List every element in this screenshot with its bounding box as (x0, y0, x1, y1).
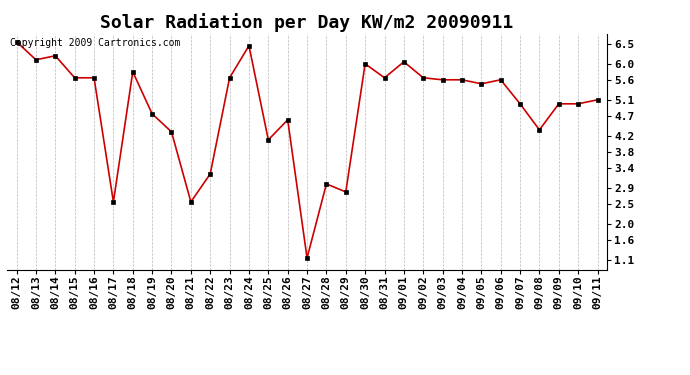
Text: Copyright 2009 Cartronics.com: Copyright 2009 Cartronics.com (10, 39, 180, 48)
Title: Solar Radiation per Day KW/m2 20090911: Solar Radiation per Day KW/m2 20090911 (101, 13, 513, 32)
